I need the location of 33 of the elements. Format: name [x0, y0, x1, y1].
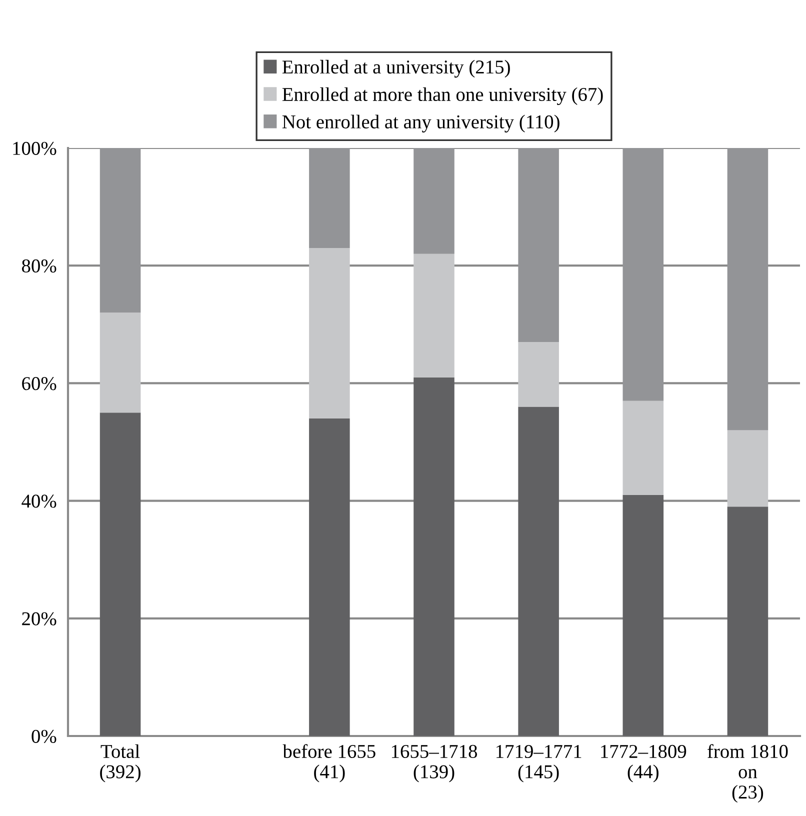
bar	[100, 148, 141, 313]
bar	[727, 430, 768, 507]
y-tick-label: 80%	[22, 259, 56, 273]
bar	[309, 418, 350, 736]
legend-label: Not enrolled at any university (110)	[282, 114, 560, 132]
x-tick-label: from 1810 on (23)	[708, 744, 788, 803]
bar	[622, 494, 664, 736]
x-tick-label: 1719–1771 (145)	[496, 744, 582, 782]
y-tick-label: 100%	[13, 142, 56, 155]
bar	[622, 148, 664, 401]
bar	[727, 148, 768, 430]
bar	[518, 406, 559, 736]
x-tick-label: 1655–1718 (139)	[392, 744, 478, 782]
y-tick-label: 0%	[32, 730, 56, 743]
bar	[309, 148, 350, 248]
bar	[414, 148, 454, 254]
bar	[727, 506, 768, 736]
x-tick-label: 1772–1809 (44)	[601, 744, 686, 782]
bar	[100, 412, 141, 736]
x-tick-label: before 1655 (41)	[282, 744, 376, 782]
bar	[414, 254, 454, 378]
bar	[100, 312, 141, 413]
bar	[414, 377, 454, 736]
bar	[518, 148, 559, 342]
bar	[622, 400, 664, 495]
y-tick-label: 60%	[22, 377, 56, 390]
bar	[309, 248, 350, 418]
y-tick-label: 40%	[22, 494, 56, 508]
x-tick-label: Total (392)	[100, 744, 140, 782]
legend-label: Enrolled at a university (215)	[282, 60, 510, 78]
y-tick-label: 20%	[22, 612, 56, 626]
bar	[518, 342, 559, 407]
legend-label: Enrolled at more than one university (67)	[282, 87, 603, 106]
